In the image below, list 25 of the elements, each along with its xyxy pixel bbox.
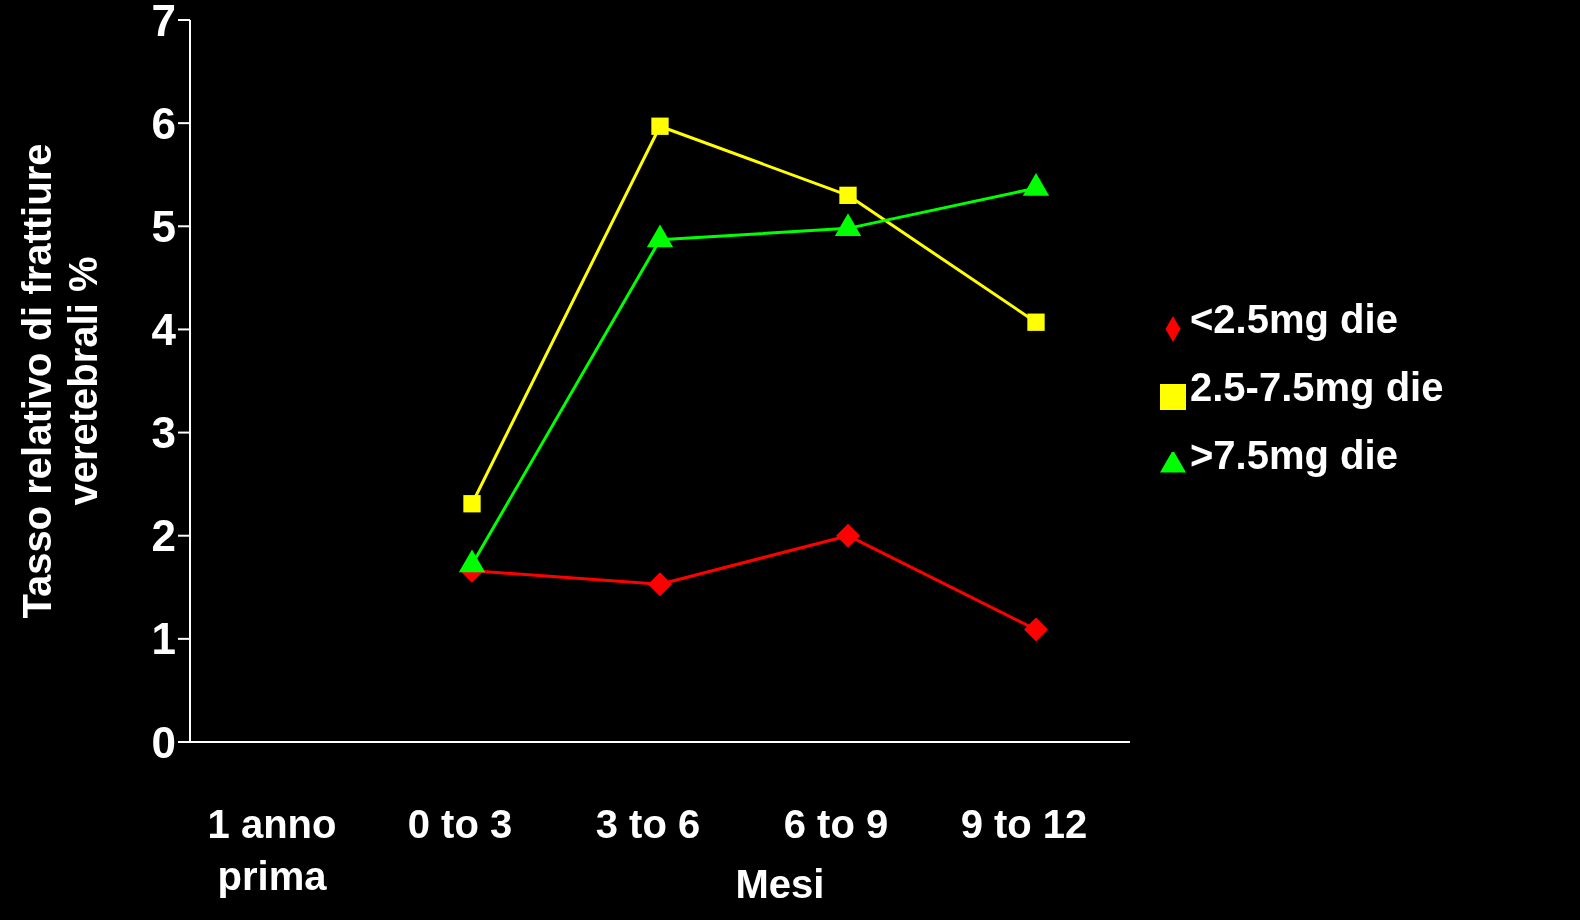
y-tick-label: 6 [151, 98, 176, 148]
legend-label: >7.5mg die [1190, 433, 1398, 477]
point [836, 523, 860, 548]
y-tick-label: 1 [151, 614, 176, 664]
point [1024, 617, 1048, 642]
legend-label: 2.5-7.5mg die [1190, 365, 1444, 409]
x-tick-label: 3 to 6 [595, 802, 701, 846]
x-tick-label: 9 to 12 [960, 802, 1088, 846]
y-tick-label: 5 [151, 201, 176, 251]
x-axis-title: Mesi [735, 862, 825, 906]
y-axis-title: Tasso relativo di frattiure veretebrali % [14, 143, 106, 619]
y-tick-label: 2 [151, 511, 176, 561]
y-tick-label: 3 [151, 408, 176, 458]
point [1027, 313, 1045, 331]
y-tick-label: 0 [151, 717, 176, 767]
y-tick-label: 4 [151, 305, 177, 355]
x-tick-label: 6 to 9 [783, 802, 889, 846]
point [651, 117, 669, 135]
point [463, 495, 481, 513]
x-tick-label: 1 anno prima [207, 802, 337, 898]
point [839, 186, 857, 204]
point [648, 572, 672, 597]
legend-label: <2.5mg die [1190, 297, 1398, 341]
x-tick-label: 0 to 3 [407, 802, 513, 846]
y-tick-label: 7 [151, 0, 176, 45]
